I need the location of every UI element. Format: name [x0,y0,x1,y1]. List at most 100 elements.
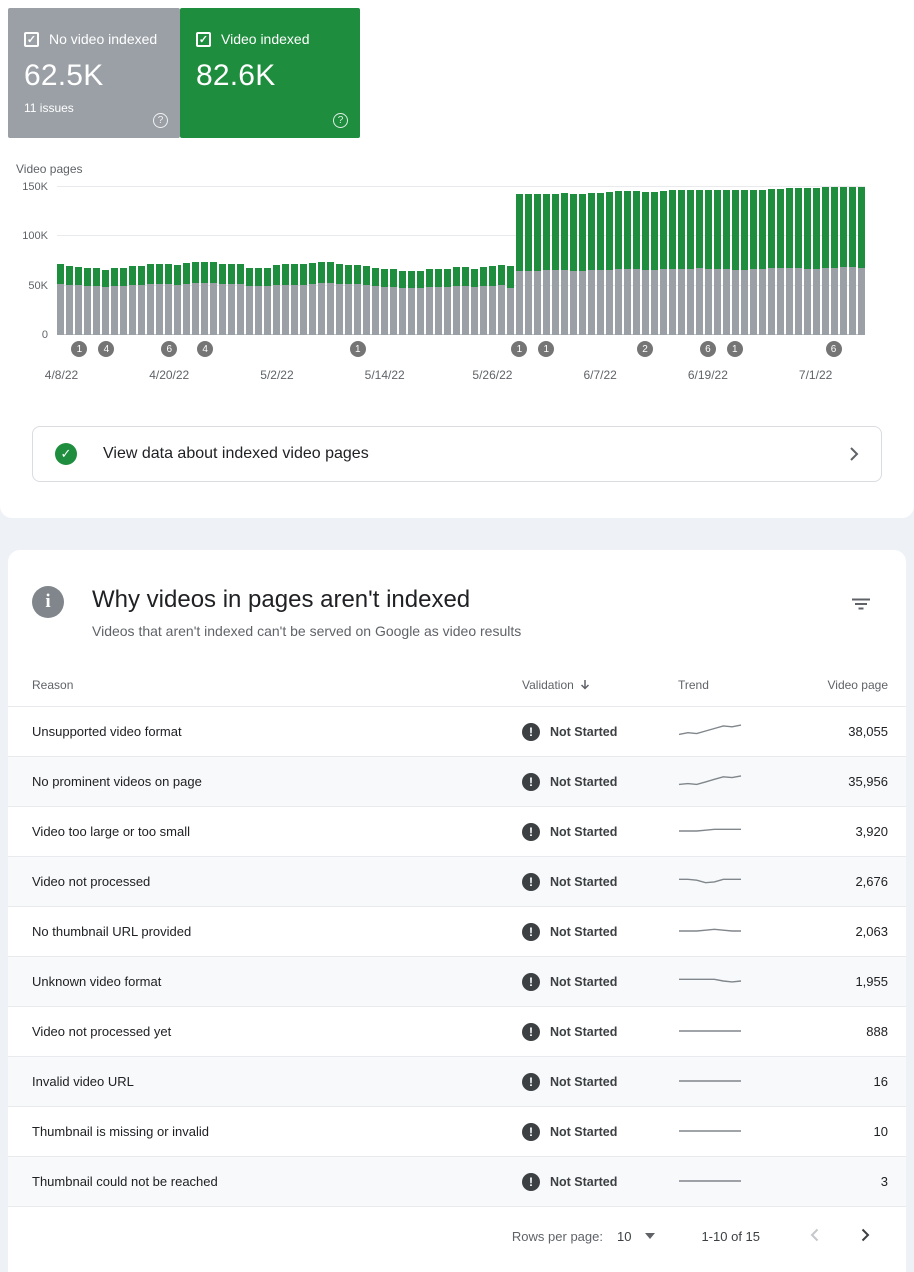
chart-bar[interactable] [705,189,712,335]
chart-bar[interactable] [813,188,820,335]
chart-bar[interactable] [822,187,829,335]
chart-bar[interactable] [372,267,379,335]
chart-bar[interactable] [597,192,604,335]
chart-bar[interactable] [138,265,145,335]
chart-bar[interactable] [291,263,298,335]
chart-bar[interactable] [525,193,532,335]
chart-bar[interactable] [570,193,577,335]
chart-bar[interactable] [471,268,478,335]
issue-marker[interactable]: 6 [161,341,178,357]
table-row[interactable]: Video not processed yet ! Not Started 88… [8,1007,906,1057]
chart-bar[interactable] [237,263,244,335]
chart-bar[interactable] [264,267,271,335]
chart-bar[interactable] [192,262,199,335]
chart-bar[interactable] [732,189,739,335]
chart-bar[interactable] [750,189,757,335]
chart-bar[interactable] [606,191,613,335]
chart-bar[interactable] [228,263,235,335]
chart-bar[interactable] [426,268,433,335]
chart-bar[interactable] [687,189,694,335]
chart-bar[interactable] [84,267,91,335]
issue-marker[interactable]: 1 [726,341,743,357]
chart-bar[interactable] [183,262,190,335]
chart-bar[interactable] [507,265,514,335]
chart-bar[interactable] [210,262,217,335]
chart-bar[interactable] [120,267,127,335]
chart-bar[interactable] [156,263,163,335]
chart-bar[interactable] [381,268,388,335]
table-row[interactable]: Unsupported video format ! Not Started 3… [8,707,906,757]
chart-bar[interactable] [399,270,406,335]
chart-bar[interactable] [489,265,496,335]
table-row[interactable]: No prominent videos on page ! Not Starte… [8,757,906,807]
issue-marker[interactable]: 1 [349,341,366,357]
rows-per-page-select[interactable]: 10 [617,1229,656,1244]
issue-marker[interactable]: 4 [98,341,115,357]
chart-bar[interactable] [318,262,325,335]
chart-bar[interactable] [246,267,253,335]
issue-marker[interactable]: 1 [511,341,528,357]
chart-bar[interactable] [336,263,343,335]
chart-bar[interactable] [831,187,838,335]
issue-marker[interactable]: 6 [699,341,716,357]
chart-bar[interactable] [660,190,667,335]
issue-marker[interactable]: 4 [197,341,214,357]
stat-card-no-video-indexed[interactable]: ✓ No video indexed 62.5K 11 issues ? [8,8,180,138]
chart-bar[interactable] [696,189,703,335]
chart-bar[interactable] [300,263,307,335]
issue-marker[interactable]: 1 [538,341,555,357]
table-row[interactable]: Unknown video format ! Not Started 1,955 [8,957,906,1007]
chart-bar[interactable] [57,263,64,335]
chart-bar[interactable] [579,193,586,335]
stat-card-video-indexed[interactable]: ✓ Video indexed 82.6K ? [180,8,360,138]
table-row[interactable]: Thumbnail is missing or invalid ! Not St… [8,1107,906,1157]
issue-marker[interactable]: 6 [825,341,842,357]
chart-bar[interactable] [444,268,451,335]
table-row[interactable]: No thumbnail URL provided ! Not Started … [8,907,906,957]
chart-bar[interactable] [345,264,352,335]
chart-bar[interactable] [840,187,847,335]
table-row[interactable]: Video too large or too small ! Not Start… [8,807,906,857]
chart-bar[interactable] [786,188,793,335]
table-row[interactable]: Video not processed ! Not Started 2,676 [8,857,906,907]
chart-bar[interactable] [66,265,73,335]
chart-bar[interactable] [75,266,82,335]
chart-bar[interactable] [516,193,523,335]
chart-bar[interactable] [363,265,370,335]
issue-marker[interactable]: 2 [637,341,654,357]
chart-bar[interactable] [804,188,811,335]
chart-bar[interactable] [795,188,802,335]
chart-bar[interactable] [273,264,280,335]
next-page-button[interactable] [851,1222,880,1251]
chart-bar[interactable] [111,267,118,335]
chart-bar[interactable] [201,262,208,335]
issue-marker[interactable]: 1 [71,341,88,357]
chart-bar[interactable] [615,190,622,335]
chart-bar[interactable] [858,187,865,335]
chart-bar[interactable] [849,187,856,335]
chart-bar[interactable] [561,192,568,335]
chart-bar[interactable] [417,270,424,335]
chart-bar[interactable] [102,269,109,335]
chart-bar[interactable] [219,263,226,335]
chart-bar[interactable] [714,189,721,335]
chart-bar[interactable] [147,263,154,335]
chart-bar[interactable] [480,266,487,335]
chart-bar[interactable] [588,192,595,335]
chart-bar[interactable] [93,267,100,335]
chart-bar[interactable] [723,189,730,335]
chart-bar[interactable] [543,193,550,335]
chart-bar[interactable] [624,190,631,335]
chart-bar[interactable] [741,189,748,335]
column-header-validation-sort[interactable]: Validation [522,678,678,692]
chart-bar[interactable] [408,270,415,335]
chart-bar[interactable] [777,189,784,335]
chart-bar[interactable] [390,268,397,335]
table-row[interactable]: Thumbnail could not be reached ! Not Sta… [8,1157,906,1207]
chart-bar[interactable] [174,264,181,335]
chart-bar[interactable] [642,191,649,335]
chart-bar[interactable] [669,189,676,335]
chart-bar[interactable] [327,262,334,335]
chart-bar[interactable] [309,262,316,335]
view-data-link[interactable]: ✓ View data about indexed video pages [32,426,882,482]
